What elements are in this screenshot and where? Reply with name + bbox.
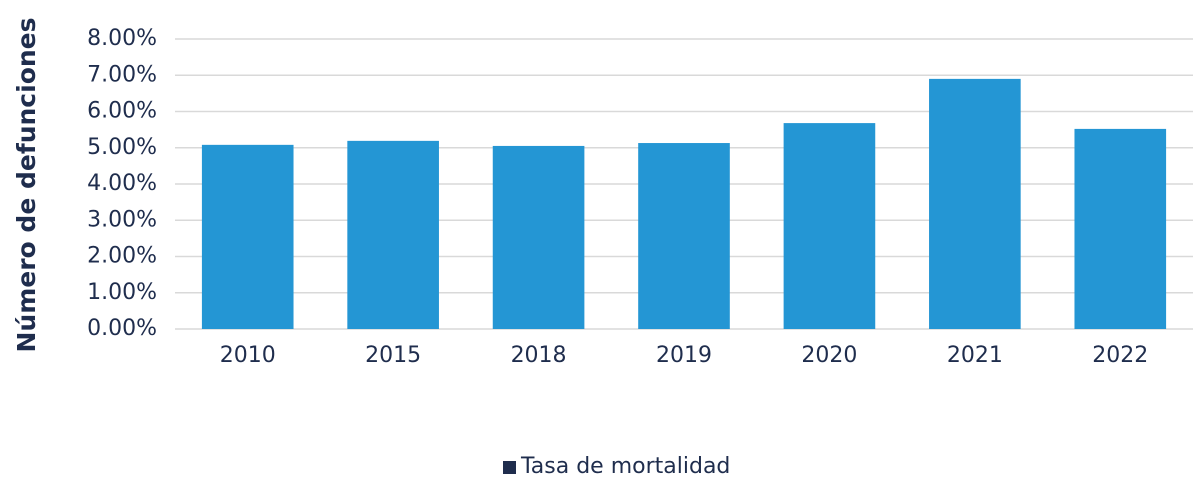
y-tick-label: 8.00% [87, 26, 157, 51]
legend-swatch [503, 461, 516, 474]
y-tick-label: 5.00% [87, 135, 157, 160]
bar [638, 143, 730, 329]
x-tick-label: 2022 [1092, 343, 1148, 368]
y-tick-label: 2.00% [87, 244, 157, 269]
y-tick-label: 6.00% [87, 99, 157, 124]
y-axis-label: Número de defunciones [12, 17, 41, 352]
y-tick-label: 1.00% [87, 280, 157, 305]
x-tick-label: 2010 [220, 343, 276, 368]
x-tick-label: 2015 [365, 343, 421, 368]
x-tick-label: 2021 [947, 343, 1003, 368]
bar [201, 144, 294, 329]
y-tick-label: 7.00% [87, 62, 157, 87]
bar [929, 78, 1021, 329]
x-tick-label: 2019 [656, 343, 712, 368]
bar [492, 145, 585, 329]
legend-label: Tasa de mortalidad [520, 454, 730, 479]
x-tick-label: 2018 [511, 343, 567, 368]
y-tick-label: 3.00% [87, 207, 157, 232]
bar [347, 140, 439, 329]
bar [783, 123, 876, 329]
y-tick-label: 4.00% [87, 171, 157, 196]
x-tick-label: 2020 [801, 343, 857, 368]
y-tick-label: 0.00% [87, 316, 157, 341]
bar [1074, 128, 1167, 329]
